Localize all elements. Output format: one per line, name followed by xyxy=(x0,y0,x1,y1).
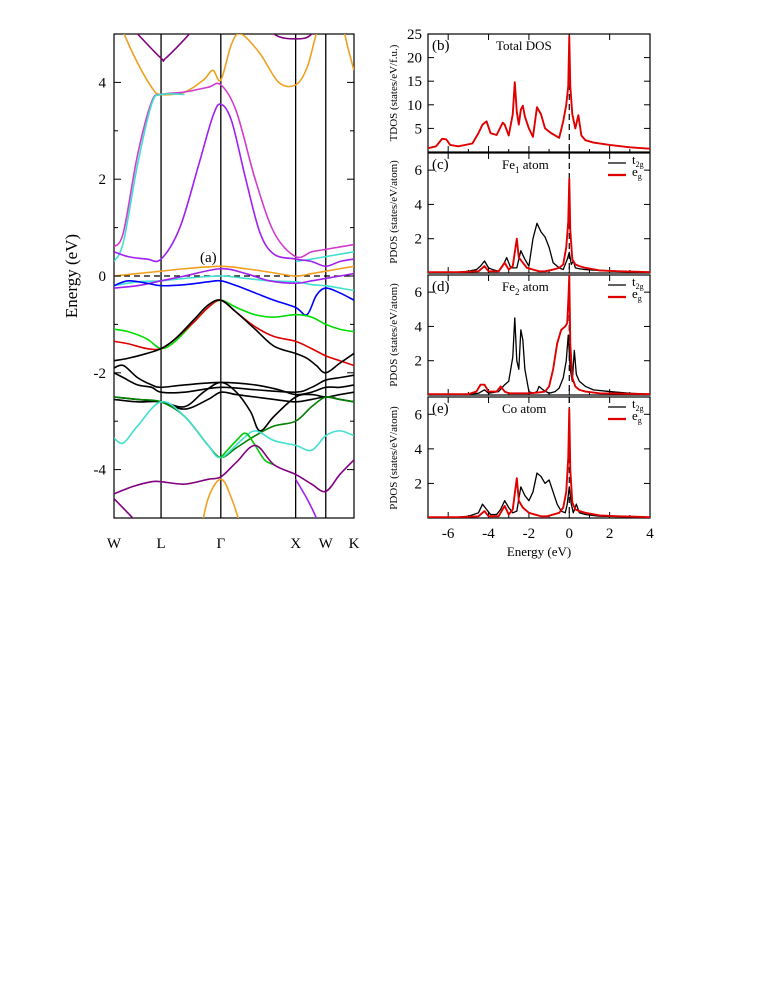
dos-y-tick-label: 6 xyxy=(415,407,423,423)
dos-y-tick-label: 4 xyxy=(415,197,423,213)
energy-tick-label: 4 xyxy=(99,75,107,91)
band-line xyxy=(114,265,354,277)
band-line xyxy=(114,279,354,316)
band-line xyxy=(114,103,354,268)
dos-line xyxy=(428,408,650,518)
total-dos-panel: 5 10 15 20 25 (b) Total DOS TDOS (states/eV/f.u… xyxy=(388,27,651,153)
band-line xyxy=(114,498,134,518)
band-line xyxy=(114,400,354,459)
dos-line xyxy=(428,317,650,395)
dos-line xyxy=(428,275,650,395)
dos-line xyxy=(428,35,650,150)
legend-label: t2g xyxy=(632,396,644,413)
band-curves xyxy=(114,34,354,518)
k-point-label: W xyxy=(107,536,122,552)
energy-tick-label: 2 xyxy=(99,172,107,188)
energy-x-tick-label: 2 xyxy=(606,526,614,542)
energy-axis-label: Energy (eV) xyxy=(62,234,81,318)
panel-label-a: (a) xyxy=(200,250,217,266)
dos-y-tick-label: 2 xyxy=(415,354,423,370)
band-line xyxy=(294,478,318,518)
dos-line xyxy=(428,222,650,273)
dos-curves xyxy=(428,275,650,395)
band-line xyxy=(114,372,354,394)
dos-y-axis-label: TDOS (states/eV/f.u.) xyxy=(388,44,400,141)
legend-label: t2g xyxy=(632,152,644,169)
panel-label: (b) xyxy=(432,38,450,54)
dos-curves xyxy=(428,177,650,273)
dos-y-tick-label: 5 xyxy=(415,121,423,137)
panel-annotation: Total DOS xyxy=(496,38,552,53)
panel-annotation: Fe1 atom xyxy=(502,157,549,175)
dos-y-tick-label: 2 xyxy=(415,476,423,492)
dos-curves xyxy=(428,35,650,150)
band-line xyxy=(114,299,354,350)
panel-annotation: Co atom xyxy=(502,401,546,416)
energy-tick-label: -2 xyxy=(94,366,107,382)
k-point-label: K xyxy=(349,536,360,552)
dos-y-tick-label: 6 xyxy=(415,163,423,179)
energy-x-tick-label: 0 xyxy=(566,526,574,542)
energy-x-axis-label: Energy (eV) xyxy=(507,544,571,559)
dos-y-tick-label: 25 xyxy=(407,27,422,43)
dos-y-tick-label: 6 xyxy=(415,285,423,301)
energy-ticks: -4 -2 0 2 4 xyxy=(94,33,354,519)
k-point-label: L xyxy=(156,536,165,552)
band-line xyxy=(343,34,354,71)
legend-label: t2g xyxy=(632,274,644,291)
k-point-label: X xyxy=(290,536,301,552)
energy-x-tick-label: -2 xyxy=(523,526,536,542)
band-line xyxy=(114,92,185,262)
panel-annotation: Fe2 atom xyxy=(502,279,549,297)
dos-y-tick-label: 15 xyxy=(407,74,422,90)
band-line xyxy=(114,395,354,459)
dos-y-tick-label: 20 xyxy=(407,51,422,67)
legend-label: eg xyxy=(632,408,642,425)
band-line xyxy=(136,34,191,63)
dos-y-tick-label: 4 xyxy=(415,319,423,335)
energy-x-tick-label: 4 xyxy=(646,526,654,542)
dos-plot-frame xyxy=(427,274,651,396)
panel-label: (c) xyxy=(432,157,449,173)
energy-x-tick-label: -6 xyxy=(442,526,455,542)
legend-label: eg xyxy=(632,286,642,303)
band-line xyxy=(114,299,354,374)
band-line xyxy=(220,432,275,466)
energy-x-tick-label: -4 xyxy=(482,526,495,542)
band-line xyxy=(272,34,313,40)
dos-plot-frame xyxy=(427,396,651,519)
k-point-label: W xyxy=(319,536,334,552)
dos-y-axis-label: PDOS (states/eV/atom) xyxy=(388,283,400,387)
panel-label: (e) xyxy=(432,401,449,417)
dos-y-axis-label: PDOS (states/eV/atom) xyxy=(388,406,400,510)
dos-line xyxy=(428,472,650,518)
dos-plot-frame xyxy=(427,152,651,274)
dos-line xyxy=(428,177,650,273)
legend-label: eg xyxy=(632,164,642,181)
dos-y-axis-label: PDOS (states/eV/atom) xyxy=(388,160,400,264)
energy-tick-label: 0 xyxy=(99,269,107,285)
band-line xyxy=(202,478,240,518)
band-line xyxy=(123,34,318,96)
energy-tick-label: -4 xyxy=(94,463,107,479)
band-line xyxy=(114,444,354,495)
dos-y-tick-label: 4 xyxy=(415,442,423,458)
band-line xyxy=(114,82,354,259)
dos-y-tick-label: 2 xyxy=(415,232,423,248)
panel-label: (d) xyxy=(432,279,450,295)
k-point-label: Γ xyxy=(216,536,225,552)
dos-plot-frame xyxy=(427,33,651,153)
dos-y-tick-label: 10 xyxy=(407,98,422,114)
dos-curves xyxy=(428,408,650,518)
band-line xyxy=(114,364,354,396)
band-line xyxy=(114,267,354,289)
